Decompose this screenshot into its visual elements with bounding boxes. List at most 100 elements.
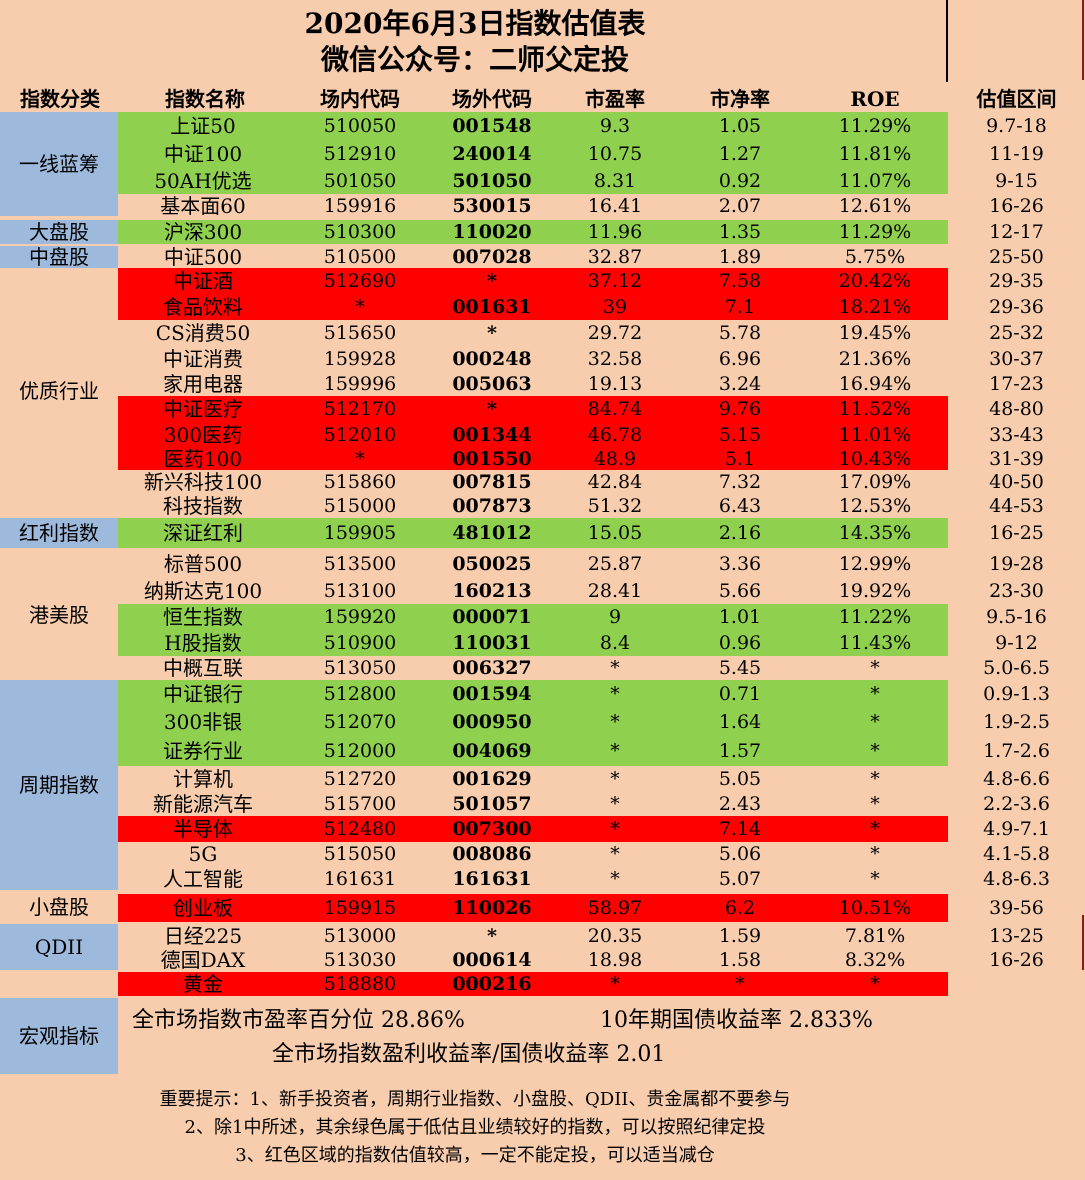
category-large: 大盘股 xyxy=(0,220,118,244)
inner-code: 515700 xyxy=(323,793,397,815)
inner-code: 512690 xyxy=(323,270,397,292)
header-pb: 市净率 xyxy=(710,87,770,111)
index-name: 新能源汽车 xyxy=(153,792,253,816)
outer-code: 161631 xyxy=(452,868,532,890)
pb-value: 1.64 xyxy=(718,711,762,733)
index-name: 纳斯达克100 xyxy=(143,579,263,603)
row-band-green xyxy=(118,708,948,736)
row-band-green xyxy=(118,630,948,656)
roe-value: 14.35% xyxy=(838,522,912,544)
valuation-range: 17-23 xyxy=(989,373,1044,395)
header-range: 估值区间 xyxy=(976,87,1057,111)
index-name: 深证红利 xyxy=(163,521,243,545)
pb-value: 7.14 xyxy=(718,818,762,840)
outer-code: 001594 xyxy=(452,683,532,705)
roe-value: 5.75% xyxy=(844,246,906,268)
note-2: 2、除1中所述，其余绿色属于低估且业绩较好的指数，可以按照纪律定投 xyxy=(184,1117,766,1138)
pb-value: 1.01 xyxy=(718,606,762,628)
row-band-green xyxy=(118,140,948,168)
outer-code: * xyxy=(487,925,497,947)
title-divider xyxy=(946,0,948,82)
valuation-range: 30-37 xyxy=(989,348,1044,370)
row-band-red xyxy=(118,294,948,320)
roe-value: * xyxy=(870,683,880,705)
inner-code: 512800 xyxy=(323,683,397,705)
roe-value: 19.45% xyxy=(838,322,912,344)
outer-code: 006327 xyxy=(452,657,532,679)
outer-code: 005063 xyxy=(452,373,532,395)
index-name: 5G xyxy=(188,842,218,866)
pe-value: 25.87 xyxy=(587,553,643,575)
pb-value: 7.58 xyxy=(718,270,762,292)
valuation-range: 5.0-6.5 xyxy=(983,657,1050,679)
category-small: 小盘股 xyxy=(0,894,118,920)
outer-code: 001550 xyxy=(452,448,532,470)
roe-value: 11.43% xyxy=(838,632,912,654)
category-qdii: QDII xyxy=(0,924,118,970)
valuation-range: 9-12 xyxy=(995,632,1038,654)
pe-value: 8.31 xyxy=(593,170,637,192)
inner-code: 515860 xyxy=(323,471,397,493)
pe-value: 46.78 xyxy=(587,424,643,446)
index-name: 恒生指数 xyxy=(163,605,243,629)
category-label: QDII xyxy=(34,935,84,959)
pe-value: 28.41 xyxy=(587,580,643,602)
roe-value: 11.29% xyxy=(838,221,912,243)
roe-value: * xyxy=(870,843,880,865)
pe-value: 84.74 xyxy=(587,398,643,420)
inner-code: 513100 xyxy=(323,580,397,602)
roe-value: 12.99% xyxy=(838,553,912,575)
category-cyclical: 周期指数 xyxy=(0,680,118,890)
inner-code: 510900 xyxy=(323,632,397,654)
index-name: 中证酒 xyxy=(173,269,233,293)
category-bluechip: 一线蓝筹 xyxy=(0,112,118,216)
macro-pe-percentile: 全市场指数市盈率百分位 28.86% xyxy=(132,1008,465,1033)
outer-code: 481012 xyxy=(452,522,532,544)
pb-value: 7.1 xyxy=(724,296,756,318)
roe-value: 17.09% xyxy=(838,471,912,493)
inner-code: 512070 xyxy=(323,711,397,733)
roe-value: * xyxy=(870,973,880,995)
pb-value: 1.89 xyxy=(718,246,762,268)
pb-value: 5.1 xyxy=(724,448,756,470)
category-hkus: 港美股 xyxy=(0,550,118,680)
valuation-range: 9.5-16 xyxy=(986,606,1047,628)
header-outer-code: 场外代码 xyxy=(452,87,532,111)
index-name: 中证100 xyxy=(163,142,243,166)
category-quality: 优质行业 xyxy=(0,268,118,514)
index-name: 中证医疗 xyxy=(163,397,243,421)
roe-value: * xyxy=(870,657,880,679)
category-dividend: 红利指数 xyxy=(0,518,118,548)
outer-code: 000950 xyxy=(452,711,532,733)
index-name: 300非银 xyxy=(163,710,243,734)
outer-code: 240014 xyxy=(452,143,532,165)
valuation-range: 4.9-7.1 xyxy=(983,818,1050,840)
pe-value: 9 xyxy=(608,606,622,628)
pb-value: 9.76 xyxy=(718,398,762,420)
right-border-mid xyxy=(1082,915,1084,970)
outer-code: 160213 xyxy=(452,580,532,602)
valuation-range: 25-32 xyxy=(989,322,1044,344)
roe-value: 20.42% xyxy=(838,270,912,292)
index-name: CS消费50 xyxy=(155,321,251,345)
inner-code: 159916 xyxy=(323,195,397,217)
outer-code: 110026 xyxy=(452,897,532,919)
index-name: 创业板 xyxy=(173,896,233,920)
pb-value: 7.32 xyxy=(718,471,762,493)
outer-code: 001548 xyxy=(452,115,532,137)
pb-value: 5.78 xyxy=(718,322,762,344)
macro-yield-ratio: 全市场指数盈利收益率/国债收益率 2.01 xyxy=(272,1042,666,1067)
inner-code: 159915 xyxy=(323,897,397,919)
valuation-range: 2.2-3.6 xyxy=(983,793,1050,815)
pb-value: 0.71 xyxy=(718,683,762,705)
inner-code: 510300 xyxy=(323,221,397,243)
outer-code: 008086 xyxy=(452,843,532,865)
pb-value: 1.59 xyxy=(718,925,762,947)
header-roe: ROE xyxy=(850,87,900,111)
row-band-red xyxy=(118,422,948,448)
index-name: 计算机 xyxy=(173,767,233,791)
category-label: 一线蓝筹 xyxy=(19,152,99,176)
inner-code: 159996 xyxy=(323,373,397,395)
valuation-range: 0.9-1.3 xyxy=(983,683,1050,705)
pb-value: 5.66 xyxy=(718,580,762,602)
